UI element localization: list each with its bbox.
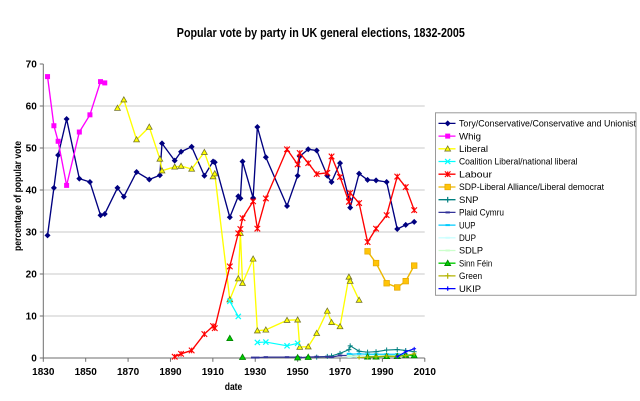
svg-text:2010: 2010 (414, 367, 437, 378)
svg-text:60: 60 (26, 101, 38, 112)
svg-text:Sinn Féin: Sinn Féin (459, 258, 492, 269)
svg-text:SDLP: SDLP (459, 246, 483, 257)
svg-text:1930: 1930 (244, 367, 267, 378)
svg-text:50: 50 (26, 143, 38, 154)
svg-text:1890: 1890 (159, 367, 182, 378)
svg-text:percentage of popular vote: percentage of popular vote (13, 141, 24, 251)
svg-text:Liberal: Liberal (459, 144, 488, 155)
svg-text:70: 70 (26, 59, 38, 70)
svg-text:1870: 1870 (117, 367, 140, 378)
svg-text:1950: 1950 (287, 367, 310, 378)
svg-text:1970: 1970 (329, 367, 352, 378)
svg-text:30: 30 (26, 227, 38, 238)
svg-text:20: 20 (26, 269, 38, 280)
svg-text:10: 10 (26, 311, 38, 322)
svg-text:Popular vote by party in UK ge: Popular vote by party in UK general elec… (177, 25, 465, 40)
svg-text:1830: 1830 (32, 367, 55, 378)
svg-text:Coalition Liberal/national lib: Coalition Liberal/national liberal (459, 157, 578, 168)
svg-text:0: 0 (31, 353, 37, 364)
svg-text:Tory/Conservative/Conservative: Tory/Conservative/Conservative and Union… (459, 119, 636, 130)
svg-text:Plaid Cymru: Plaid Cymru (459, 208, 504, 219)
svg-text:date: date (225, 381, 243, 393)
svg-text:SDP-Liberal Alliance/Liberal d: SDP-Liberal Alliance/Liberal democrat (459, 182, 604, 193)
svg-text:1910: 1910 (202, 367, 225, 378)
svg-text:1850: 1850 (75, 367, 98, 378)
svg-text:SNP: SNP (459, 195, 479, 206)
svg-text:1990: 1990 (371, 367, 394, 378)
svg-text:40: 40 (26, 185, 38, 196)
svg-text:UKIP: UKIP (459, 284, 481, 295)
svg-text:UUP: UUP (459, 220, 476, 231)
svg-text:Green: Green (459, 271, 482, 282)
svg-text:Whig: Whig (459, 131, 481, 142)
svg-text:DUP: DUP (459, 233, 476, 244)
svg-text:Labour: Labour (459, 169, 493, 180)
